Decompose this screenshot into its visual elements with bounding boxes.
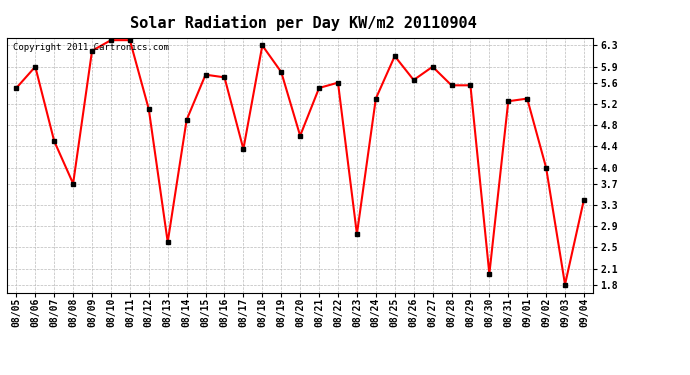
Text: Copyright 2011 Cartronics.com: Copyright 2011 Cartronics.com [13, 43, 168, 52]
Text: Solar Radiation per Day KW/m2 20110904: Solar Radiation per Day KW/m2 20110904 [130, 15, 477, 31]
